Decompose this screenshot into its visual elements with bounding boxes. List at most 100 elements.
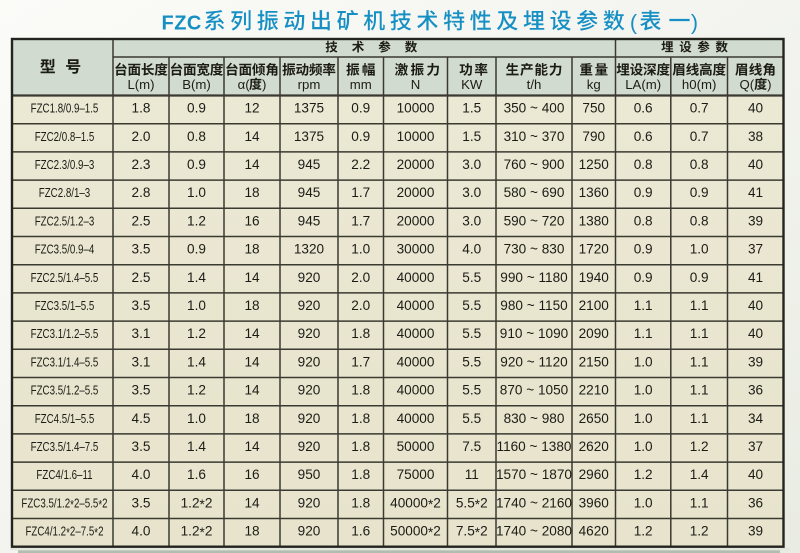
svg-text:FZC4/1.6–11: FZC4/1.6–11 — [36, 469, 92, 483]
svg-text:1.1: 1.1 — [634, 298, 653, 313]
svg-text:950: 950 — [298, 467, 321, 482]
svg-text:FZC2.3/0.9–3: FZC2.3/0.9–3 — [35, 159, 95, 173]
svg-text:1.8: 1.8 — [351, 467, 370, 482]
svg-text:14: 14 — [244, 157, 260, 172]
svg-text:14: 14 — [244, 270, 260, 285]
svg-text:1.4: 1.4 — [187, 439, 206, 454]
svg-text:5.5: 5.5 — [462, 383, 481, 398]
svg-text:1.1: 1.1 — [690, 383, 709, 398]
svg-text:1.8: 1.8 — [132, 101, 151, 116]
svg-text:0.9: 0.9 — [634, 185, 653, 200]
svg-text:0.8: 0.8 — [634, 157, 653, 172]
svg-text:14: 14 — [244, 495, 260, 510]
svg-text:1380: 1380 — [579, 213, 610, 228]
svg-text:(: ( — [630, 11, 638, 35]
svg-text:1740 ~ 2080: 1740 ~ 2080 — [496, 524, 572, 539]
svg-text:0.8: 0.8 — [634, 213, 653, 228]
svg-text:730 ~ 830: 730 ~ 830 — [504, 242, 565, 257]
svg-text:40: 40 — [748, 326, 764, 341]
svg-text:18: 18 — [244, 524, 259, 539]
svg-text:t/h: t/h — [527, 77, 542, 92]
svg-text:B(m): B(m) — [182, 77, 211, 92]
svg-text:0.9: 0.9 — [351, 101, 370, 116]
svg-text:1.8: 1.8 — [351, 326, 370, 341]
svg-text:16: 16 — [244, 467, 259, 482]
svg-text:FZC4/1.2*2–7.5*2: FZC4/1.2*2–7.5*2 — [25, 525, 103, 540]
svg-text:4.0: 4.0 — [132, 524, 151, 539]
svg-text:3.5: 3.5 — [132, 495, 151, 510]
svg-text:38: 38 — [748, 129, 763, 144]
svg-text:39: 39 — [748, 354, 763, 369]
svg-text:FZC2.5/1.2–3: FZC2.5/1.2–3 — [35, 215, 95, 229]
svg-text:5.5: 5.5 — [462, 270, 481, 285]
svg-text:FZC3.5/1.2*2–5.5*2: FZC3.5/1.2*2–5.5*2 — [21, 497, 107, 512]
svg-text:920: 920 — [298, 524, 321, 539]
svg-text:350 ~ 400: 350 ~ 400 — [504, 101, 565, 116]
svg-text:N: N — [411, 77, 421, 92]
svg-text:0.7: 0.7 — [690, 101, 709, 116]
svg-text:FZC4.5/1–5.5: FZC4.5/1–5.5 — [35, 413, 95, 427]
svg-text:40: 40 — [748, 101, 764, 116]
svg-text:41: 41 — [748, 270, 763, 285]
svg-text:1.0: 1.0 — [351, 242, 370, 257]
svg-text:1.8: 1.8 — [351, 411, 370, 426]
svg-text:40000: 40000 — [397, 270, 435, 285]
svg-text:50000*2: 50000*2 — [390, 524, 441, 541]
svg-text:4.0: 4.0 — [462, 242, 481, 257]
svg-text:0.9: 0.9 — [690, 270, 709, 285]
svg-text:2210: 2210 — [579, 383, 610, 398]
svg-text:2.3: 2.3 — [132, 157, 151, 172]
svg-text:1740 ~ 2160: 1740 ~ 2160 — [496, 495, 572, 510]
svg-text:39: 39 — [748, 524, 763, 539]
svg-text:1.4: 1.4 — [690, 467, 709, 482]
svg-text:945: 945 — [298, 157, 321, 172]
svg-text:20000: 20000 — [397, 213, 435, 228]
svg-text:h0(m): h0(m) — [682, 77, 716, 92]
svg-text:14: 14 — [244, 439, 260, 454]
svg-text:1.0: 1.0 — [634, 439, 653, 454]
svg-text:0.6: 0.6 — [634, 101, 653, 116]
svg-text:3960: 3960 — [579, 495, 610, 510]
svg-text:40000: 40000 — [397, 383, 435, 398]
svg-text:mm: mm — [350, 77, 372, 92]
svg-text:L(m): L(m) — [127, 77, 154, 92]
svg-text:3.5: 3.5 — [132, 298, 151, 313]
svg-text:40: 40 — [748, 467, 764, 482]
svg-text:945: 945 — [298, 185, 321, 200]
svg-text:1320: 1320 — [294, 242, 325, 257]
svg-text:FZC: FZC — [162, 13, 202, 35]
svg-text:1375: 1375 — [294, 129, 324, 144]
svg-text:1.0: 1.0 — [634, 354, 653, 369]
svg-text:830 ~ 980: 830 ~ 980 — [504, 411, 565, 426]
svg-text:920: 920 — [298, 354, 321, 369]
svg-text:10000: 10000 — [397, 129, 435, 144]
svg-text:40000: 40000 — [397, 298, 435, 313]
svg-text:FZC3.1/1.2–5.5: FZC3.1/1.2–5.5 — [31, 328, 99, 342]
svg-text:FZC1.8/0.9–1.5: FZC1.8/0.9–1.5 — [31, 102, 99, 116]
svg-text:0.9: 0.9 — [187, 101, 206, 116]
svg-text:910 ~ 1090: 910 ~ 1090 — [500, 326, 569, 341]
svg-text:): ) — [262, 77, 266, 92]
svg-text:2.0: 2.0 — [132, 129, 151, 144]
svg-text:1.4: 1.4 — [187, 270, 206, 285]
svg-text:3.5: 3.5 — [132, 242, 151, 257]
svg-text:920: 920 — [298, 298, 321, 313]
svg-text:16: 16 — [244, 213, 259, 228]
svg-text:40000*2: 40000*2 — [390, 495, 441, 512]
svg-text:2.2: 2.2 — [351, 157, 370, 172]
svg-text:1.7: 1.7 — [351, 354, 370, 369]
svg-text:LA(m): LA(m) — [625, 77, 661, 92]
svg-text:0.9: 0.9 — [634, 270, 653, 285]
svg-text:2.5: 2.5 — [132, 270, 151, 285]
svg-text:1.8: 1.8 — [351, 383, 370, 398]
svg-text:1.1: 1.1 — [634, 326, 653, 341]
svg-text:2100: 2100 — [579, 298, 610, 313]
svg-text:1.0: 1.0 — [187, 298, 206, 313]
svg-text:3.5: 3.5 — [132, 439, 151, 454]
svg-text:FZC3.5/0.9–4: FZC3.5/0.9–4 — [35, 243, 95, 257]
svg-text:1.2: 1.2 — [187, 213, 206, 228]
svg-text:kg: kg — [587, 77, 601, 92]
svg-text:1.0: 1.0 — [634, 383, 653, 398]
svg-text:0.9: 0.9 — [634, 242, 653, 257]
svg-text:1.2: 1.2 — [187, 326, 206, 341]
